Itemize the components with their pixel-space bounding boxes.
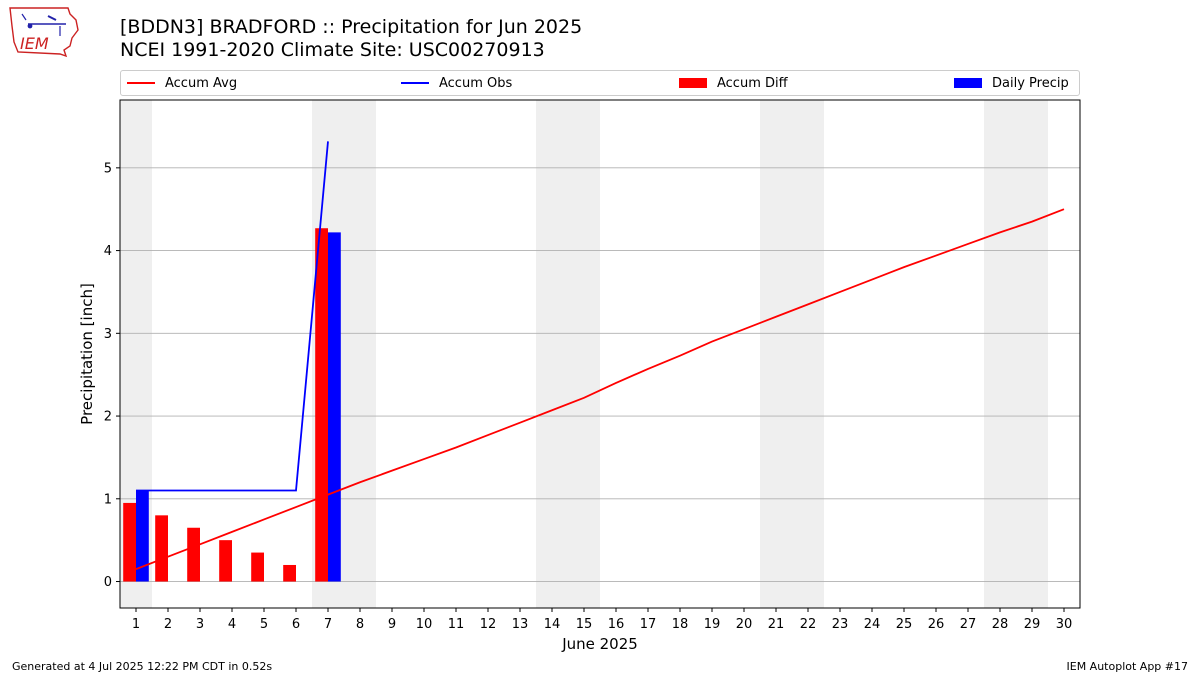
legend-item-accum-avg: Accum Avg [127, 71, 237, 95]
bar-accum-diff-day-7 [315, 228, 328, 582]
weekend-band-22 [792, 100, 824, 608]
weekend-band-8 [344, 100, 376, 608]
x-tick-label-11: 11 [448, 617, 465, 632]
iem-logo: IEM [6, 4, 82, 62]
x-tick-label-14: 14 [544, 617, 561, 632]
legend-label-accum-obs: Accum Obs [439, 75, 513, 91]
legend-swatch-daily-precip [954, 78, 982, 88]
x-tick-label-26: 26 [928, 617, 945, 632]
x-tick-label-5: 5 [260, 617, 268, 632]
y-tick-label-0: 0 [104, 575, 112, 590]
y-tick-label-5: 5 [104, 161, 112, 176]
weekend-bands [120, 100, 1048, 608]
x-tick-label-8: 8 [356, 617, 364, 632]
bar-daily-precip-day-7 [328, 232, 341, 582]
x-tick-label-9: 9 [388, 617, 396, 632]
legend: Accum Avg Accum Obs Accum Diff Daily Pre… [120, 70, 1080, 96]
bar-accum-diff-day-2 [155, 515, 168, 582]
bar-accum-diff-day-1 [123, 502, 136, 582]
x-tick-label-3: 3 [196, 617, 204, 632]
plot-frame [119, 99, 1081, 609]
legend-item-daily-precip: Daily Precip [954, 71, 1069, 95]
x-tick-label-4: 4 [228, 617, 236, 632]
bar-accum-diff-day-5 [251, 552, 264, 582]
x-tick-label-19: 19 [704, 617, 721, 632]
x-tick-label-21: 21 [768, 617, 785, 632]
x-tick-label-13: 13 [512, 617, 529, 632]
x-tick-label-18: 18 [672, 617, 689, 632]
weekend-band-29 [1016, 100, 1048, 608]
x-tick-label-24: 24 [864, 617, 881, 632]
legend-item-accum-diff: Accum Diff [679, 71, 788, 95]
bar-accum-diff-day-4 [219, 540, 232, 582]
line-accum-obs [136, 141, 329, 492]
x-tick-label-17: 17 [640, 617, 657, 632]
lines-layer [135, 141, 1065, 570]
svg-text:IEM: IEM [20, 34, 49, 53]
weekend-band-15 [568, 100, 600, 608]
footer-generated: Generated at 4 Jul 2025 12:22 PM CDT in … [12, 660, 273, 673]
chart-title: [BDDN3] BRADFORD :: Precipitation for Ju… [120, 16, 583, 38]
x-tick-label-20: 20 [736, 617, 753, 632]
bar-accum-diff-day-3 [187, 527, 200, 582]
bar-daily-precip-day-1 [136, 490, 149, 582]
y-tick-label-4: 4 [104, 244, 112, 259]
x-tick-label-15: 15 [576, 617, 593, 632]
x-axis-label: June 2025 [561, 635, 638, 653]
x-tick-label-6: 6 [292, 617, 300, 632]
footer-app: IEM Autoplot App #17 [1066, 660, 1189, 673]
chart-subtitle: NCEI 1991-2020 Climate Site: USC00270913 [120, 39, 545, 61]
x-tick-label-29: 29 [1024, 617, 1041, 632]
legend-swatch-accum-diff [679, 78, 707, 88]
x-tick-label-1: 1 [132, 617, 140, 632]
legend-swatch-accum-avg [127, 82, 155, 84]
x-tick-label-22: 22 [800, 617, 817, 632]
y-axis-ticks: 0 1 2 3 4 5 [104, 161, 120, 590]
bars-layer [123, 228, 341, 582]
legend-label-accum-avg: Accum Avg [165, 75, 238, 91]
x-tick-label-7: 7 [324, 617, 332, 632]
weekend-band-21 [760, 100, 792, 608]
x-tick-label-23: 23 [832, 617, 849, 632]
x-tick-label-2: 2 [164, 617, 172, 632]
x-tick-label-30: 30 [1056, 617, 1073, 632]
x-tick-label-28: 28 [992, 617, 1009, 632]
legend-item-accum-obs: Accum Obs [401, 71, 512, 95]
legend-swatch-accum-obs [401, 82, 429, 84]
y-axis-label: Precipitation [inch] [78, 283, 96, 425]
legend-label-daily-precip: Daily Precip [992, 75, 1069, 91]
x-tick-label-25: 25 [896, 617, 913, 632]
y-tick-label-1: 1 [104, 492, 112, 507]
weekend-band-28 [984, 100, 1016, 608]
legend-label-accum-diff: Accum Diff [717, 75, 788, 91]
line-accum-avg [135, 208, 1065, 570]
x-tick-label-10: 10 [416, 617, 433, 632]
y-gridlines [120, 167, 1080, 582]
x-tick-label-27: 27 [960, 617, 977, 632]
bar-accum-diff-day-6 [283, 564, 296, 582]
weekend-band-14 [536, 100, 568, 608]
x-axis-ticks: 1 2 3 4 5 6 7 8 9 10 11 12 13 14 15 16 17 18 19 20 21 22 23 24 2… [132, 608, 1072, 632]
y-tick-label-3: 3 [104, 327, 112, 342]
x-tick-label-12: 12 [480, 617, 497, 632]
x-tick-label-16: 16 [608, 617, 625, 632]
y-tick-label-2: 2 [104, 410, 112, 425]
